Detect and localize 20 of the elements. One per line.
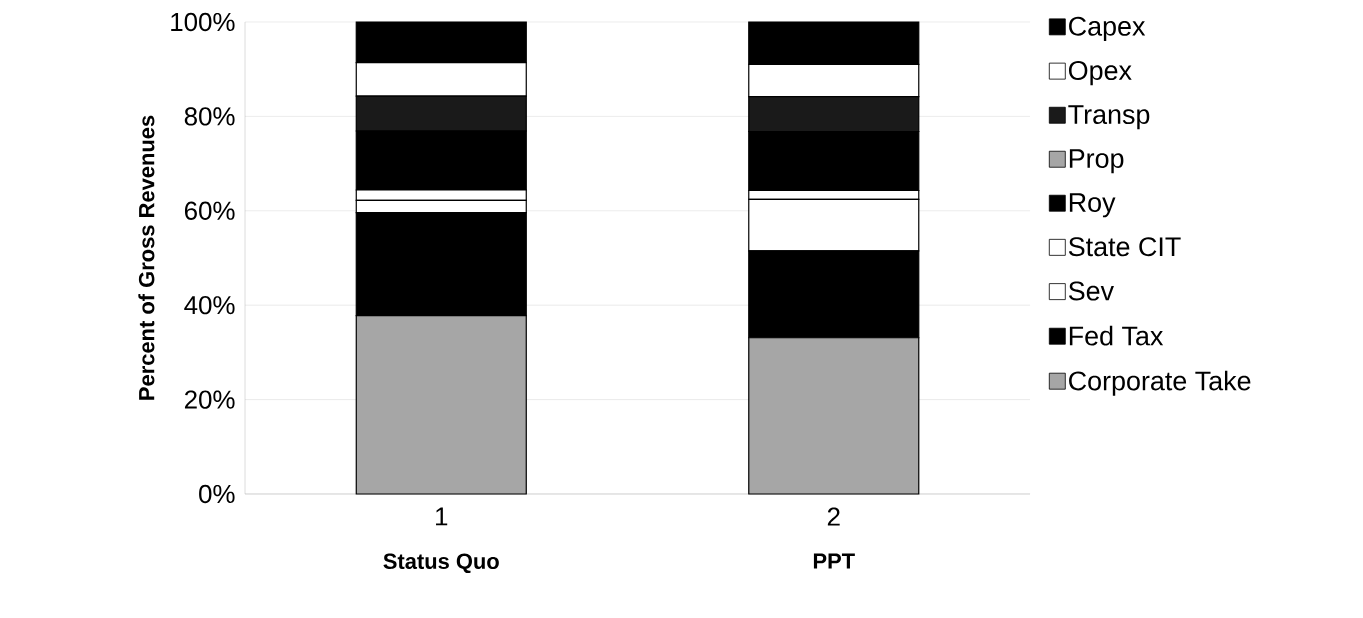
y-axis-title: Percent of Gross Revenues bbox=[138, 115, 155, 400]
legend-label: Corporate Take bbox=[1069, 370, 1251, 396]
x-tick-label: 2 bbox=[827, 507, 840, 526]
legend-label: Transp bbox=[1068, 105, 1150, 130]
y-tick-label: 40% bbox=[184, 296, 235, 315]
legend-label: Capex bbox=[1069, 16, 1146, 42]
y-tick-label: 100% bbox=[171, 12, 235, 32]
legend-label: Prop bbox=[1069, 149, 1124, 174]
legend-label: Opex bbox=[1068, 60, 1132, 86]
y-tick-label: 60% bbox=[184, 201, 235, 220]
y-tick-label: 80% bbox=[184, 107, 235, 126]
text: Status Quo bbox=[383, 553, 499, 574]
text: PPT bbox=[813, 553, 855, 569]
legend-label: Roy bbox=[1069, 193, 1116, 218]
legend-label: State CIT bbox=[1068, 237, 1181, 257]
legend-label: Fed Tax bbox=[1069, 325, 1164, 346]
y-tick-label: 0% bbox=[199, 484, 235, 504]
x-tick-label: 1 bbox=[436, 507, 448, 526]
legend-label: Sev bbox=[1068, 281, 1114, 301]
y-tick-label: 20% bbox=[184, 390, 235, 409]
